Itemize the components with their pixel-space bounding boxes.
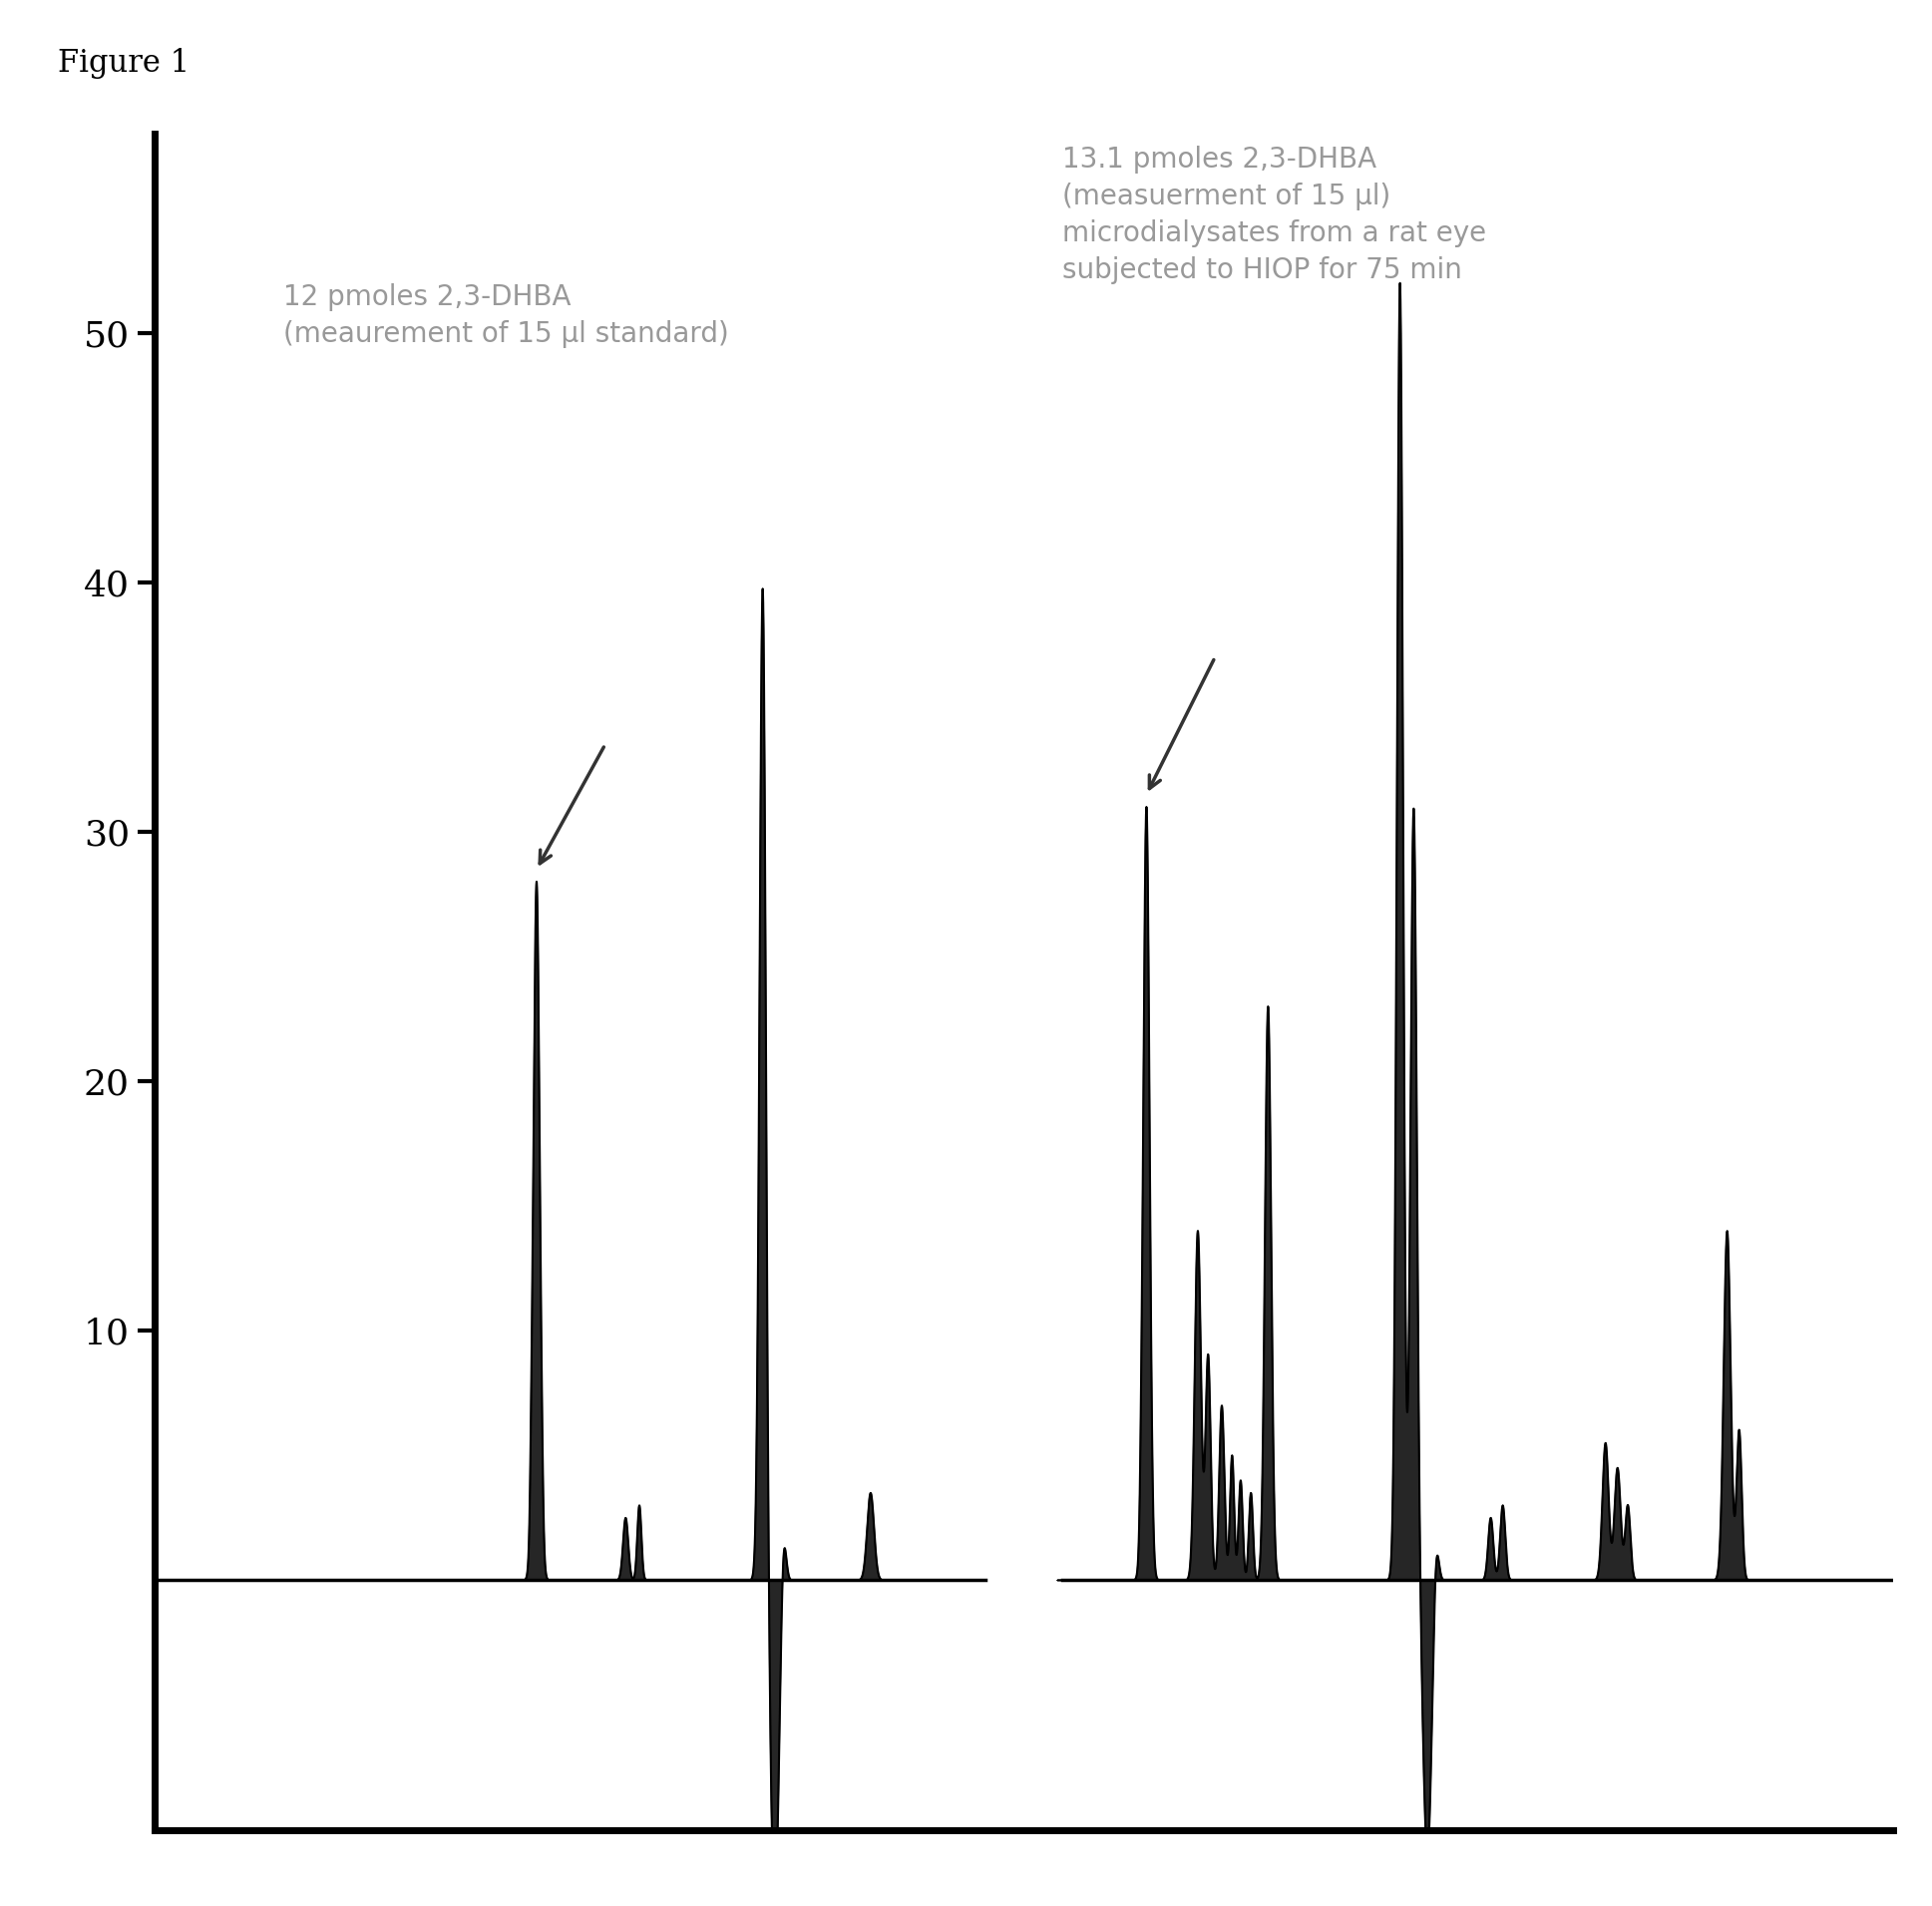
- Text: 13.1 pmoles 2,3-DHBA
(measuerment of 15 µl)
microdialysates from a rat eye
subje: 13.1 pmoles 2,3-DHBA (measuerment of 15 …: [1063, 147, 1486, 284]
- Text: Figure 1: Figure 1: [58, 48, 189, 78]
- Text: 12 pmoles 2,3-DHBA
(meaurement of 15 µl standard): 12 pmoles 2,3-DHBA (meaurement of 15 µl …: [284, 284, 728, 347]
